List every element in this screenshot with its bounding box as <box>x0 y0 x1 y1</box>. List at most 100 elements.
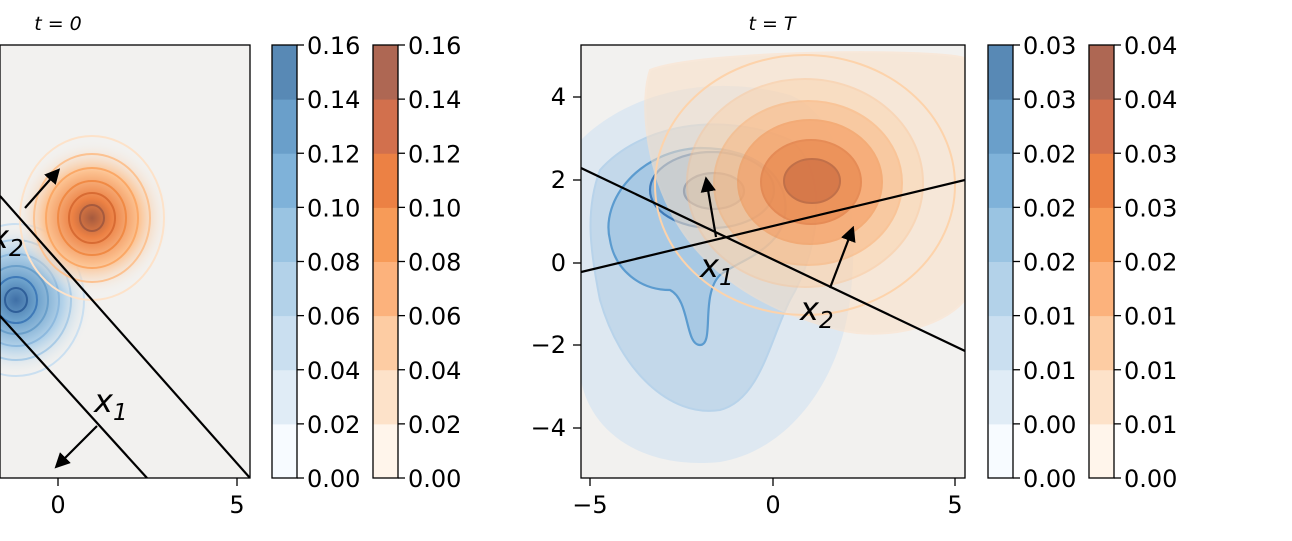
colorbar-level-swatch <box>272 99 297 154</box>
right-x-tick-label: 5 <box>947 491 962 519</box>
colorbar-tick-label: 0.08 <box>408 249 461 277</box>
colorbar-tick-label: 0.04 <box>1124 32 1177 60</box>
right-x2-label: x2 <box>799 290 834 334</box>
colorbar-level-swatch <box>373 207 398 262</box>
left-x2-arrow <box>24 168 61 209</box>
left-panel: t = 0 <box>0 13 251 519</box>
colorbar-tick-label: 0.04 <box>408 357 461 385</box>
right-x-tick-label: −5 <box>572 491 607 519</box>
colorbar-tick-label: 0.01 <box>1023 303 1076 331</box>
colorbar-level-swatch <box>373 45 398 100</box>
colorbar-tick-label: 0.10 <box>408 194 461 222</box>
colorbar-tick-label: 0.02 <box>1124 249 1177 277</box>
colorbar-tick-label: 0.14 <box>307 86 360 114</box>
right-x2-arrow <box>828 225 856 289</box>
colorbar-tick-label: 0.12 <box>307 140 360 168</box>
left-x1-label: x1 <box>93 382 128 426</box>
colorbar-level-swatch <box>373 369 398 425</box>
colorbar-level-swatch <box>988 153 1013 208</box>
colorbar-level-swatch <box>373 315 398 371</box>
colorbar-level-swatch <box>272 45 297 100</box>
right-y-tick-label: 0 <box>551 249 566 277</box>
colorbar-tick-label: 0.03 <box>1124 140 1177 168</box>
right-boundary-line-1 <box>581 178 965 274</box>
left-boundary-line-2 <box>0 315 148 478</box>
colorbar-tick-label: 0.02 <box>1023 140 1076 168</box>
colorbar-level-swatch <box>1089 423 1114 479</box>
colorbar-tick-label: 0.03 <box>1023 32 1076 60</box>
colorbar-level-swatch <box>373 261 398 317</box>
right-x-tick-label: 0 <box>765 491 780 519</box>
colorbar-level-swatch <box>988 99 1013 154</box>
right-colorbars: 0.00 0.00 0.01 0.01 0.02 0.02 0.02 0.03 0.03 0.00… <box>987 32 1177 493</box>
right-x-axis: −5 0 5 <box>572 478 963 519</box>
right-y-tick-label: −4 <box>531 414 566 442</box>
colorbar-level-swatch <box>1089 261 1114 317</box>
colorbar-level-swatch <box>272 207 297 262</box>
colorbar-tick-label: 0.08 <box>307 249 360 277</box>
colorbar-level-swatch <box>1089 153 1114 208</box>
right-y-axis: 4 2 0 −2 −4 <box>531 83 581 442</box>
colorbar-tick-label: 0.01 <box>1124 303 1177 331</box>
colorbar-level-swatch <box>272 153 297 208</box>
colorbar-tick-label: 0.03 <box>1124 194 1177 222</box>
colorbar-level-swatch <box>988 261 1013 317</box>
colorbar-tick-label: 0.01 <box>1124 357 1177 385</box>
left-x-axis: 0 5 <box>50 478 245 519</box>
colorbar-tick-label: 0.06 <box>408 303 461 331</box>
colorbar-level-swatch <box>1089 207 1114 262</box>
colorbar-tick-label: 0.00 <box>1023 411 1076 439</box>
colorbar-tick-label: 0.02 <box>1023 249 1076 277</box>
colorbar-level-swatch <box>1089 99 1114 154</box>
colorbar-level-swatch <box>988 207 1013 262</box>
colorbar-level-swatch <box>272 261 297 317</box>
left-x2-label: x2 <box>0 218 24 262</box>
colorbar-tick-label: 0.01 <box>1124 411 1177 439</box>
colorbar-tick-label: 0.06 <box>307 303 360 331</box>
right-panel-title: t = T <box>748 13 796 35</box>
left-orange-density <box>14 130 170 306</box>
colorbar-level-swatch <box>272 369 297 425</box>
colorbar-level-swatch <box>373 153 398 208</box>
colorbar-level-swatch <box>1089 369 1114 425</box>
left-x-tick-label: 5 <box>229 491 244 519</box>
colorbar-tick-label: 0.16 <box>408 32 461 60</box>
right-y-tick-label: 4 <box>551 83 566 111</box>
colorbar-level-swatch <box>373 423 398 479</box>
colorbar-level-swatch <box>988 369 1013 425</box>
colorbar-tick-label: 0.04 <box>1124 86 1177 114</box>
colorbar-level-swatch <box>272 423 297 479</box>
colorbar-tick-label: 0.02 <box>408 411 461 439</box>
right-orange-density <box>644 51 965 335</box>
left-panel-title: t = 0 <box>34 13 82 35</box>
right-x1-label: x1 <box>699 247 734 291</box>
colorbar-level-swatch <box>988 45 1013 100</box>
colorbar-tick-label: 0.04 <box>307 357 360 385</box>
left-x-tick-label: 0 <box>50 491 65 519</box>
colorbar-tick-label: 0.02 <box>307 411 360 439</box>
colorbar-tick-label: 0.10 <box>307 194 360 222</box>
colorbar-tick-label: 0.00 <box>408 465 461 493</box>
left-boundary-line-1 <box>0 195 250 478</box>
colorbar-tick-label: 0.12 <box>408 140 461 168</box>
colorbar-level-swatch <box>988 315 1013 371</box>
left-x1-arrow <box>54 425 98 469</box>
right-y-tick-label: −2 <box>531 331 566 359</box>
left-colorbars: 0.00 0.02 0.04 0.06 0.08 0.10 0.12 0.14 0.16 0.00… <box>271 32 461 493</box>
colorbar-tick-label: 0.14 <box>408 86 461 114</box>
right-x1-arrow <box>700 176 718 238</box>
right-panel: t = T x1 <box>531 13 966 519</box>
colorbar-tick-label: 0.16 <box>307 32 360 60</box>
colorbar-tick-label: 0.03 <box>1023 86 1076 114</box>
colorbar-level-swatch <box>1089 315 1114 371</box>
colorbar-tick-label: 0.00 <box>307 465 360 493</box>
colorbar-level-swatch <box>988 423 1013 479</box>
colorbar-tick-label: 0.00 <box>1023 465 1076 493</box>
colorbar-tick-label: 0.02 <box>1023 194 1076 222</box>
right-boundary-line-2 <box>581 167 965 352</box>
right-y-tick-label: 2 <box>551 166 566 194</box>
left-plot-frame <box>0 44 251 479</box>
colorbar-level-swatch <box>1089 45 1114 100</box>
colorbar-level-swatch <box>373 99 398 154</box>
